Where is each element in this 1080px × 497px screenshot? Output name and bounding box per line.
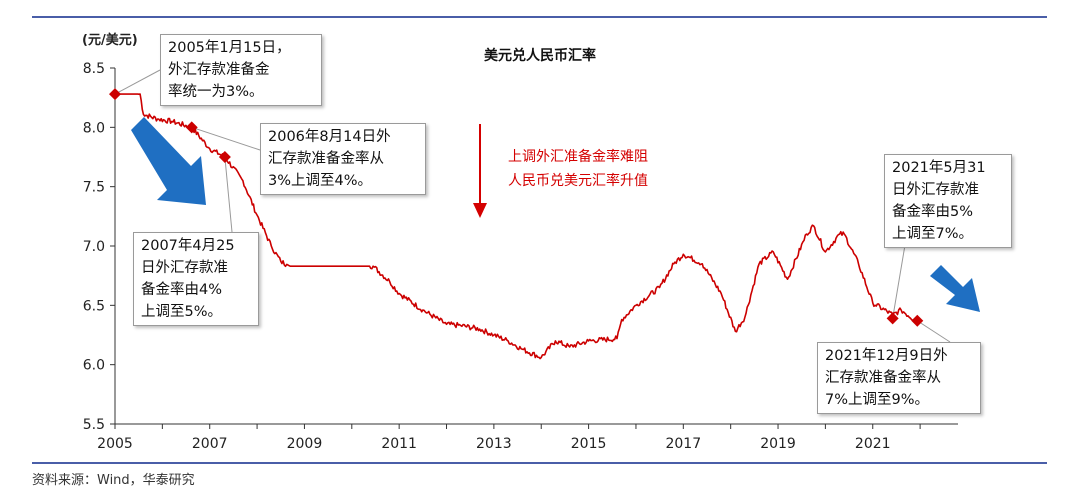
annotation-2006: 2006年8月14日外 汇存款准备金率从 3%上调至4%。	[260, 123, 426, 195]
leader-lines	[114, 69, 951, 343]
event-markers	[109, 88, 924, 327]
event-marker	[218, 151, 231, 163]
leader-line	[191, 126, 261, 151]
y-tick-label: 7.0	[83, 239, 105, 255]
y-tick-label: 8.0	[83, 120, 105, 136]
y-tick-label: 5.5	[83, 417, 105, 433]
annotation-2021-dec: 2021年12月9日外 汇存款准备金率从 7%上调至9%。	[817, 342, 981, 414]
y-tick-label: 6.0	[83, 358, 105, 374]
x-tick-label: 2005	[97, 436, 133, 452]
x-tick-label: 2015	[571, 436, 607, 452]
blue-down-arrow-right	[930, 265, 980, 312]
annotation-2005: 2005年1月15日， 外汇存款准备金 率统一为3%。	[160, 34, 322, 106]
blue-down-arrow-left	[131, 117, 206, 205]
x-tick-label: 2009	[287, 436, 323, 452]
x-tick-label: 2011	[381, 436, 417, 452]
x-tick-label: 2013	[476, 436, 512, 452]
red-down-arrow-head	[473, 203, 487, 218]
event-marker	[185, 121, 198, 134]
x-tick-label: 2021	[855, 436, 891, 452]
leader-line	[224, 156, 233, 233]
leader-line	[916, 320, 951, 343]
chart-title: 美元兑人民币汇率	[484, 47, 596, 64]
event-marker	[109, 88, 121, 101]
x-tick-label: 2019	[760, 436, 796, 452]
annotation-2007: 2007年4月25 日外汇存款准 备金率由4% 上调至5%。	[133, 232, 259, 326]
annotation-2021-may: 2021年5月31 日外汇存款准 备金率由5% 上调至7%。	[884, 154, 1012, 248]
leader-line	[114, 69, 161, 95]
y-tick-label: 8.5	[83, 61, 105, 77]
x-tick-label: 2017	[665, 436, 701, 452]
leader-line	[892, 244, 906, 319]
event-marker	[911, 314, 924, 327]
x-tick-label: 2007	[192, 436, 228, 452]
unit-label: (元/美元)	[82, 32, 138, 48]
x-axis: 2005 2007 2009 2011 2013 2015 2017 2019 2021	[97, 423, 958, 452]
y-axis: 5.5 6.0 6.5 7.0 7.5 8.0 8.5	[83, 61, 116, 433]
exchange-rate-line	[115, 93, 918, 360]
red-annotation-note: 上调外汇准备金率难阻 人民币兑美元汇率升值	[508, 149, 648, 189]
event-marker	[886, 312, 899, 325]
source-note: 资料来源：Wind，华泰研究	[32, 473, 195, 488]
y-tick-label: 6.5	[83, 298, 105, 314]
y-tick-label: 7.5	[83, 180, 105, 196]
